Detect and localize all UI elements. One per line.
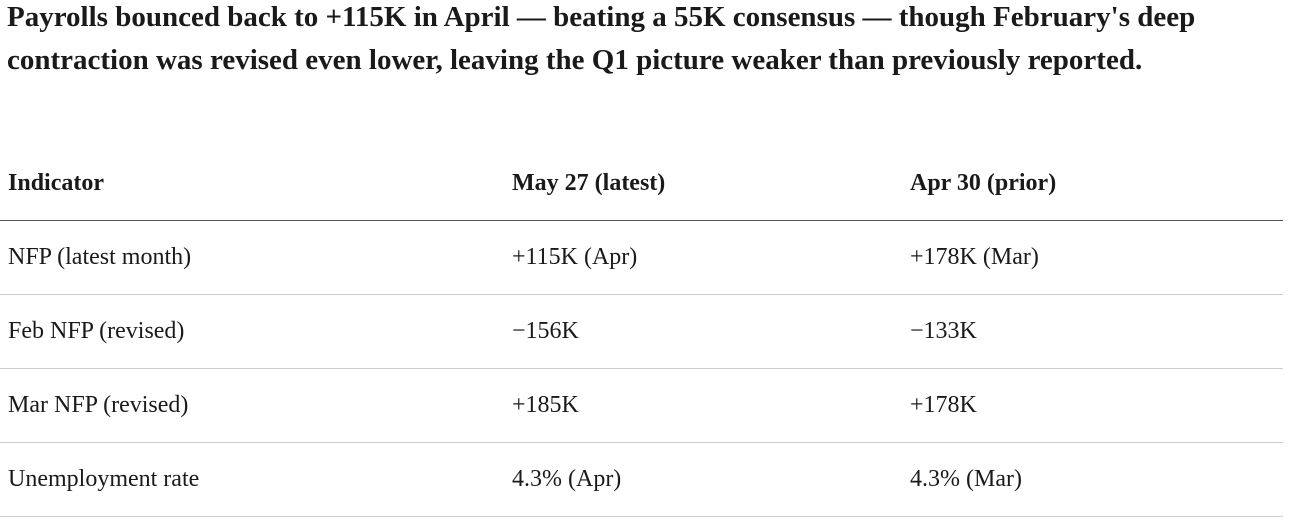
table-cell: +178K (Mar): [902, 220, 1283, 295]
table-cell: −156K: [504, 294, 902, 369]
table-cell: +185K: [504, 368, 902, 443]
column-header: May 27 (latest): [504, 147, 902, 221]
table-row: Feb NFP (revised) −156K −133K: [0, 294, 1283, 369]
table-cell: 4.3% (Mar): [902, 442, 1283, 517]
header-row: Indicator May 27 (latest) Apr 30 (prior): [0, 147, 1283, 221]
table-row: NFP (latest month) +115K (Apr) +178K (Mar): [0, 220, 1283, 295]
table-cell: Mar NFP (revised): [0, 368, 504, 443]
table-cell: 4.3% (Apr): [504, 442, 902, 517]
table-body: NFP (latest month) +115K (Apr) +178K (Mar)…: [0, 220, 1283, 517]
table-cell: Feb NFP (revised): [0, 294, 504, 369]
table-cell: NFP (latest month): [0, 220, 504, 295]
table-cell: +178K: [902, 368, 1283, 443]
column-header: Apr 30 (prior): [902, 147, 1283, 221]
data-table: Indicator May 27 (latest) Apr 30 (prior) N…: [0, 147, 1283, 517]
table-row: Mar NFP (revised) +185K +178K: [0, 368, 1283, 443]
table-cell: +115K (Apr): [504, 220, 902, 295]
table-row: Unemployment rate 4.3% (Apr) 4.3% (Mar): [0, 442, 1283, 517]
table-cell: Unemployment rate: [0, 442, 504, 517]
table-cell: −133K: [902, 294, 1283, 369]
column-header: Indicator: [0, 147, 504, 221]
intro-text: Payrolls bounced back to +115K in April …: [7, 1, 1196, 76]
